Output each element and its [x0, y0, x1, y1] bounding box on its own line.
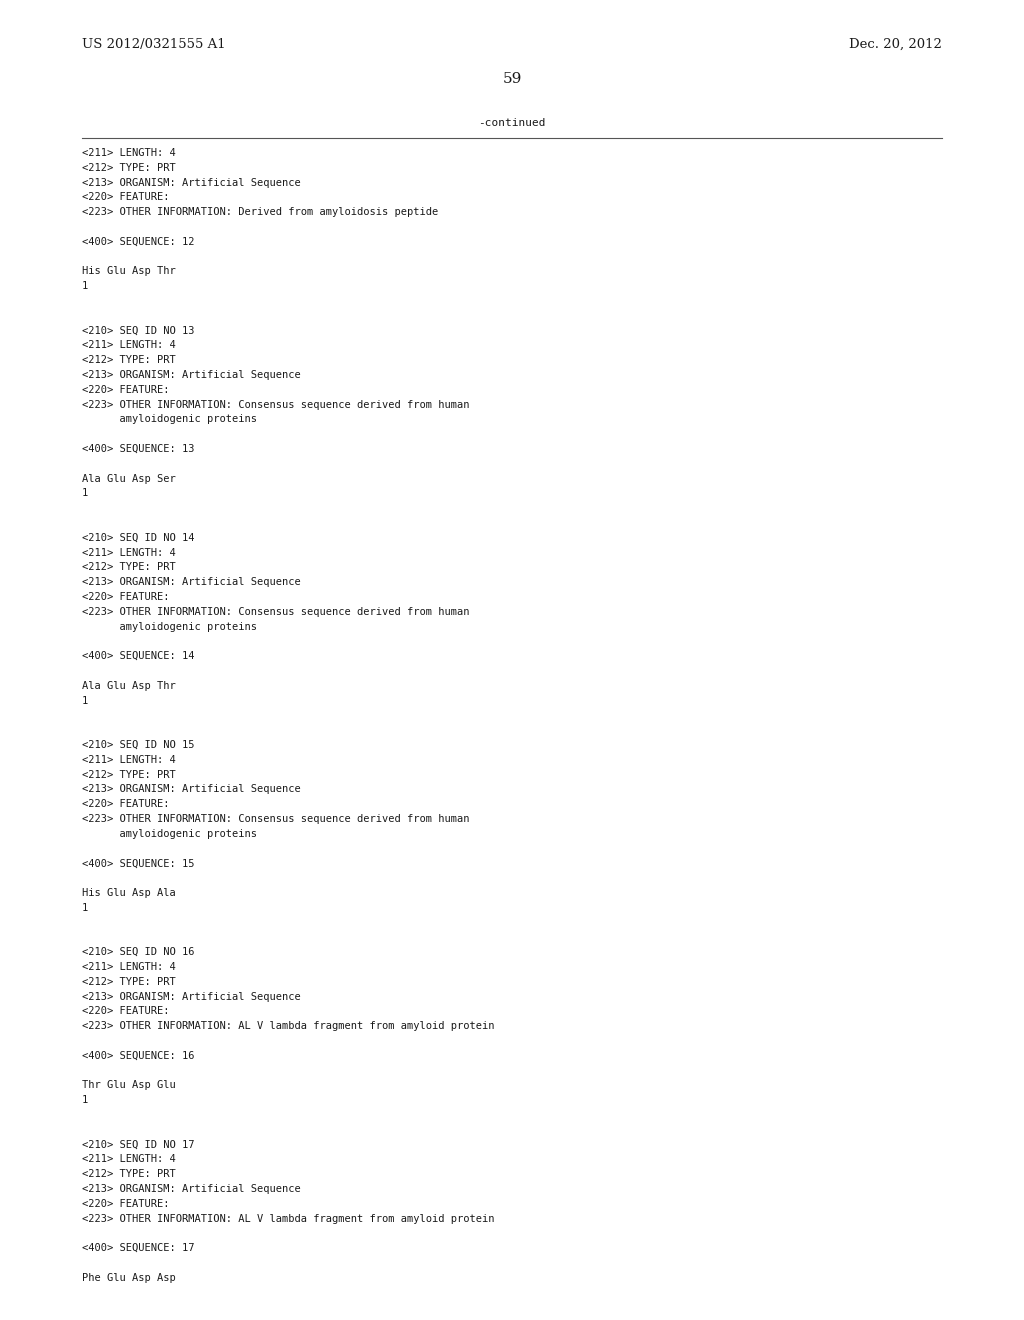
Text: <223> OTHER INFORMATION: Derived from amyloidosis peptide: <223> OTHER INFORMATION: Derived from am…	[82, 207, 438, 218]
Text: Ala Glu Asp Thr: Ala Glu Asp Thr	[82, 681, 176, 690]
Text: -continued: -continued	[478, 117, 546, 128]
Text: Phe Glu Asp Asp: Phe Glu Asp Asp	[82, 1272, 176, 1283]
Text: <210> SEQ ID NO 13: <210> SEQ ID NO 13	[82, 326, 195, 335]
Text: <212> TYPE: PRT: <212> TYPE: PRT	[82, 1170, 176, 1179]
Text: His Glu Asp Thr: His Glu Asp Thr	[82, 267, 176, 276]
Text: <210> SEQ ID NO 14: <210> SEQ ID NO 14	[82, 533, 195, 543]
Text: <400> SEQUENCE: 15: <400> SEQUENCE: 15	[82, 858, 195, 869]
Text: <211> LENGTH: 4: <211> LENGTH: 4	[82, 962, 176, 972]
Text: <212> TYPE: PRT: <212> TYPE: PRT	[82, 977, 176, 987]
Text: <223> OTHER INFORMATION: Consensus sequence derived from human: <223> OTHER INFORMATION: Consensus seque…	[82, 607, 469, 616]
Text: <213> ORGANISM: Artificial Sequence: <213> ORGANISM: Artificial Sequence	[82, 577, 301, 587]
Text: <400> SEQUENCE: 16: <400> SEQUENCE: 16	[82, 1051, 195, 1061]
Text: <213> ORGANISM: Artificial Sequence: <213> ORGANISM: Artificial Sequence	[82, 1184, 301, 1195]
Text: <212> TYPE: PRT: <212> TYPE: PRT	[82, 355, 176, 366]
Text: 1: 1	[82, 903, 88, 913]
Text: <211> LENGTH: 4: <211> LENGTH: 4	[82, 148, 176, 158]
Text: <220> FEATURE:: <220> FEATURE:	[82, 799, 170, 809]
Text: <212> TYPE: PRT: <212> TYPE: PRT	[82, 770, 176, 780]
Text: <223> OTHER INFORMATION: Consensus sequence derived from human: <223> OTHER INFORMATION: Consensus seque…	[82, 814, 469, 824]
Text: <220> FEATURE:: <220> FEATURE:	[82, 1006, 170, 1016]
Text: <211> LENGTH: 4: <211> LENGTH: 4	[82, 755, 176, 764]
Text: <213> ORGANISM: Artificial Sequence: <213> ORGANISM: Artificial Sequence	[82, 784, 301, 795]
Text: 1: 1	[82, 281, 88, 292]
Text: <211> LENGTH: 4: <211> LENGTH: 4	[82, 341, 176, 350]
Text: amyloidogenic proteins: amyloidogenic proteins	[82, 622, 257, 631]
Text: <213> ORGANISM: Artificial Sequence: <213> ORGANISM: Artificial Sequence	[82, 991, 301, 1002]
Text: 1: 1	[82, 696, 88, 706]
Text: 59: 59	[503, 73, 521, 86]
Text: <212> TYPE: PRT: <212> TYPE: PRT	[82, 562, 176, 573]
Text: <210> SEQ ID NO 17: <210> SEQ ID NO 17	[82, 1139, 195, 1150]
Text: <210> SEQ ID NO 16: <210> SEQ ID NO 16	[82, 948, 195, 957]
Text: <223> OTHER INFORMATION: AL V lambda fragment from amyloid protein: <223> OTHER INFORMATION: AL V lambda fra…	[82, 1022, 495, 1031]
Text: <211> LENGTH: 4: <211> LENGTH: 4	[82, 1155, 176, 1164]
Text: 1: 1	[82, 488, 88, 499]
Text: <210> SEQ ID NO 15: <210> SEQ ID NO 15	[82, 741, 195, 750]
Text: <220> FEATURE:: <220> FEATURE:	[82, 193, 170, 202]
Text: Ala Glu Asp Ser: Ala Glu Asp Ser	[82, 474, 176, 483]
Text: <400> SEQUENCE: 14: <400> SEQUENCE: 14	[82, 651, 195, 661]
Text: <223> OTHER INFORMATION: AL V lambda fragment from amyloid protein: <223> OTHER INFORMATION: AL V lambda fra…	[82, 1213, 495, 1224]
Text: <223> OTHER INFORMATION: Consensus sequence derived from human: <223> OTHER INFORMATION: Consensus seque…	[82, 400, 469, 409]
Text: <213> ORGANISM: Artificial Sequence: <213> ORGANISM: Artificial Sequence	[82, 370, 301, 380]
Text: Thr Glu Asp Glu: Thr Glu Asp Glu	[82, 1080, 176, 1090]
Text: <212> TYPE: PRT: <212> TYPE: PRT	[82, 162, 176, 173]
Text: amyloidogenic proteins: amyloidogenic proteins	[82, 414, 257, 425]
Text: <400> SEQUENCE: 13: <400> SEQUENCE: 13	[82, 444, 195, 454]
Text: His Glu Asp Ala: His Glu Asp Ala	[82, 888, 176, 898]
Text: <211> LENGTH: 4: <211> LENGTH: 4	[82, 548, 176, 557]
Text: <400> SEQUENCE: 17: <400> SEQUENCE: 17	[82, 1243, 195, 1253]
Text: US 2012/0321555 A1: US 2012/0321555 A1	[82, 38, 225, 51]
Text: <220> FEATURE:: <220> FEATURE:	[82, 591, 170, 602]
Text: amyloidogenic proteins: amyloidogenic proteins	[82, 829, 257, 838]
Text: <220> FEATURE:: <220> FEATURE:	[82, 1199, 170, 1209]
Text: <220> FEATURE:: <220> FEATURE:	[82, 385, 170, 395]
Text: <400> SEQUENCE: 12: <400> SEQUENCE: 12	[82, 236, 195, 247]
Text: <213> ORGANISM: Artificial Sequence: <213> ORGANISM: Artificial Sequence	[82, 178, 301, 187]
Text: Dec. 20, 2012: Dec. 20, 2012	[849, 38, 942, 51]
Text: 1: 1	[82, 1096, 88, 1105]
